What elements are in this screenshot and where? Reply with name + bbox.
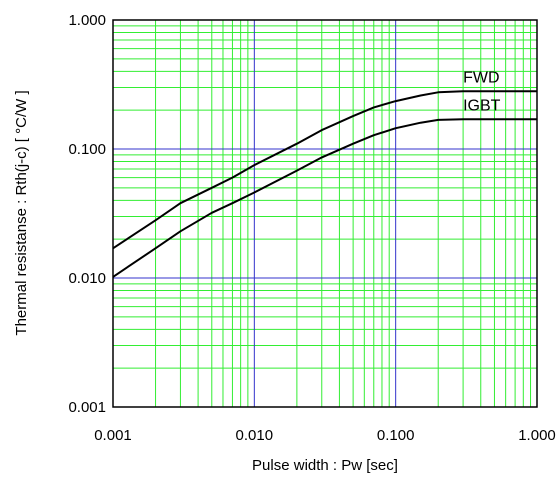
- y-tick-label: 0.001: [68, 399, 106, 416]
- y-tick-label: 1.000: [68, 12, 106, 29]
- x-tick-label: 0.001: [94, 427, 132, 444]
- y-tick-label: 0.010: [68, 270, 106, 287]
- major-grid: [113, 20, 537, 407]
- x-tick-label: 0.100: [377, 427, 415, 444]
- minor-grid: [113, 20, 537, 407]
- series-label-fwd: FWD: [463, 69, 499, 86]
- y-axis-label: Thermal resistanse : Rth(j-c) [ °C/W ]: [13, 90, 30, 335]
- tick-labels: 0.001 0.010 0.100 1.000 0.001 0.010 0.100 1.000…: [68, 12, 555, 444]
- series-label-igbt: IGBT: [463, 97, 501, 114]
- series-layer: [112, 90, 537, 278]
- y-tick-label: 0.100: [68, 141, 106, 158]
- x-tick-label: 1.000: [518, 427, 556, 444]
- plot-frame: [112, 19, 538, 408]
- x-tick-label: 0.010: [236, 427, 274, 444]
- series-line-igbt: [112, 118, 537, 278]
- x-axis-label: Pulse width : Pw [sec]: [252, 457, 398, 474]
- series-line-fwd: [112, 90, 537, 250]
